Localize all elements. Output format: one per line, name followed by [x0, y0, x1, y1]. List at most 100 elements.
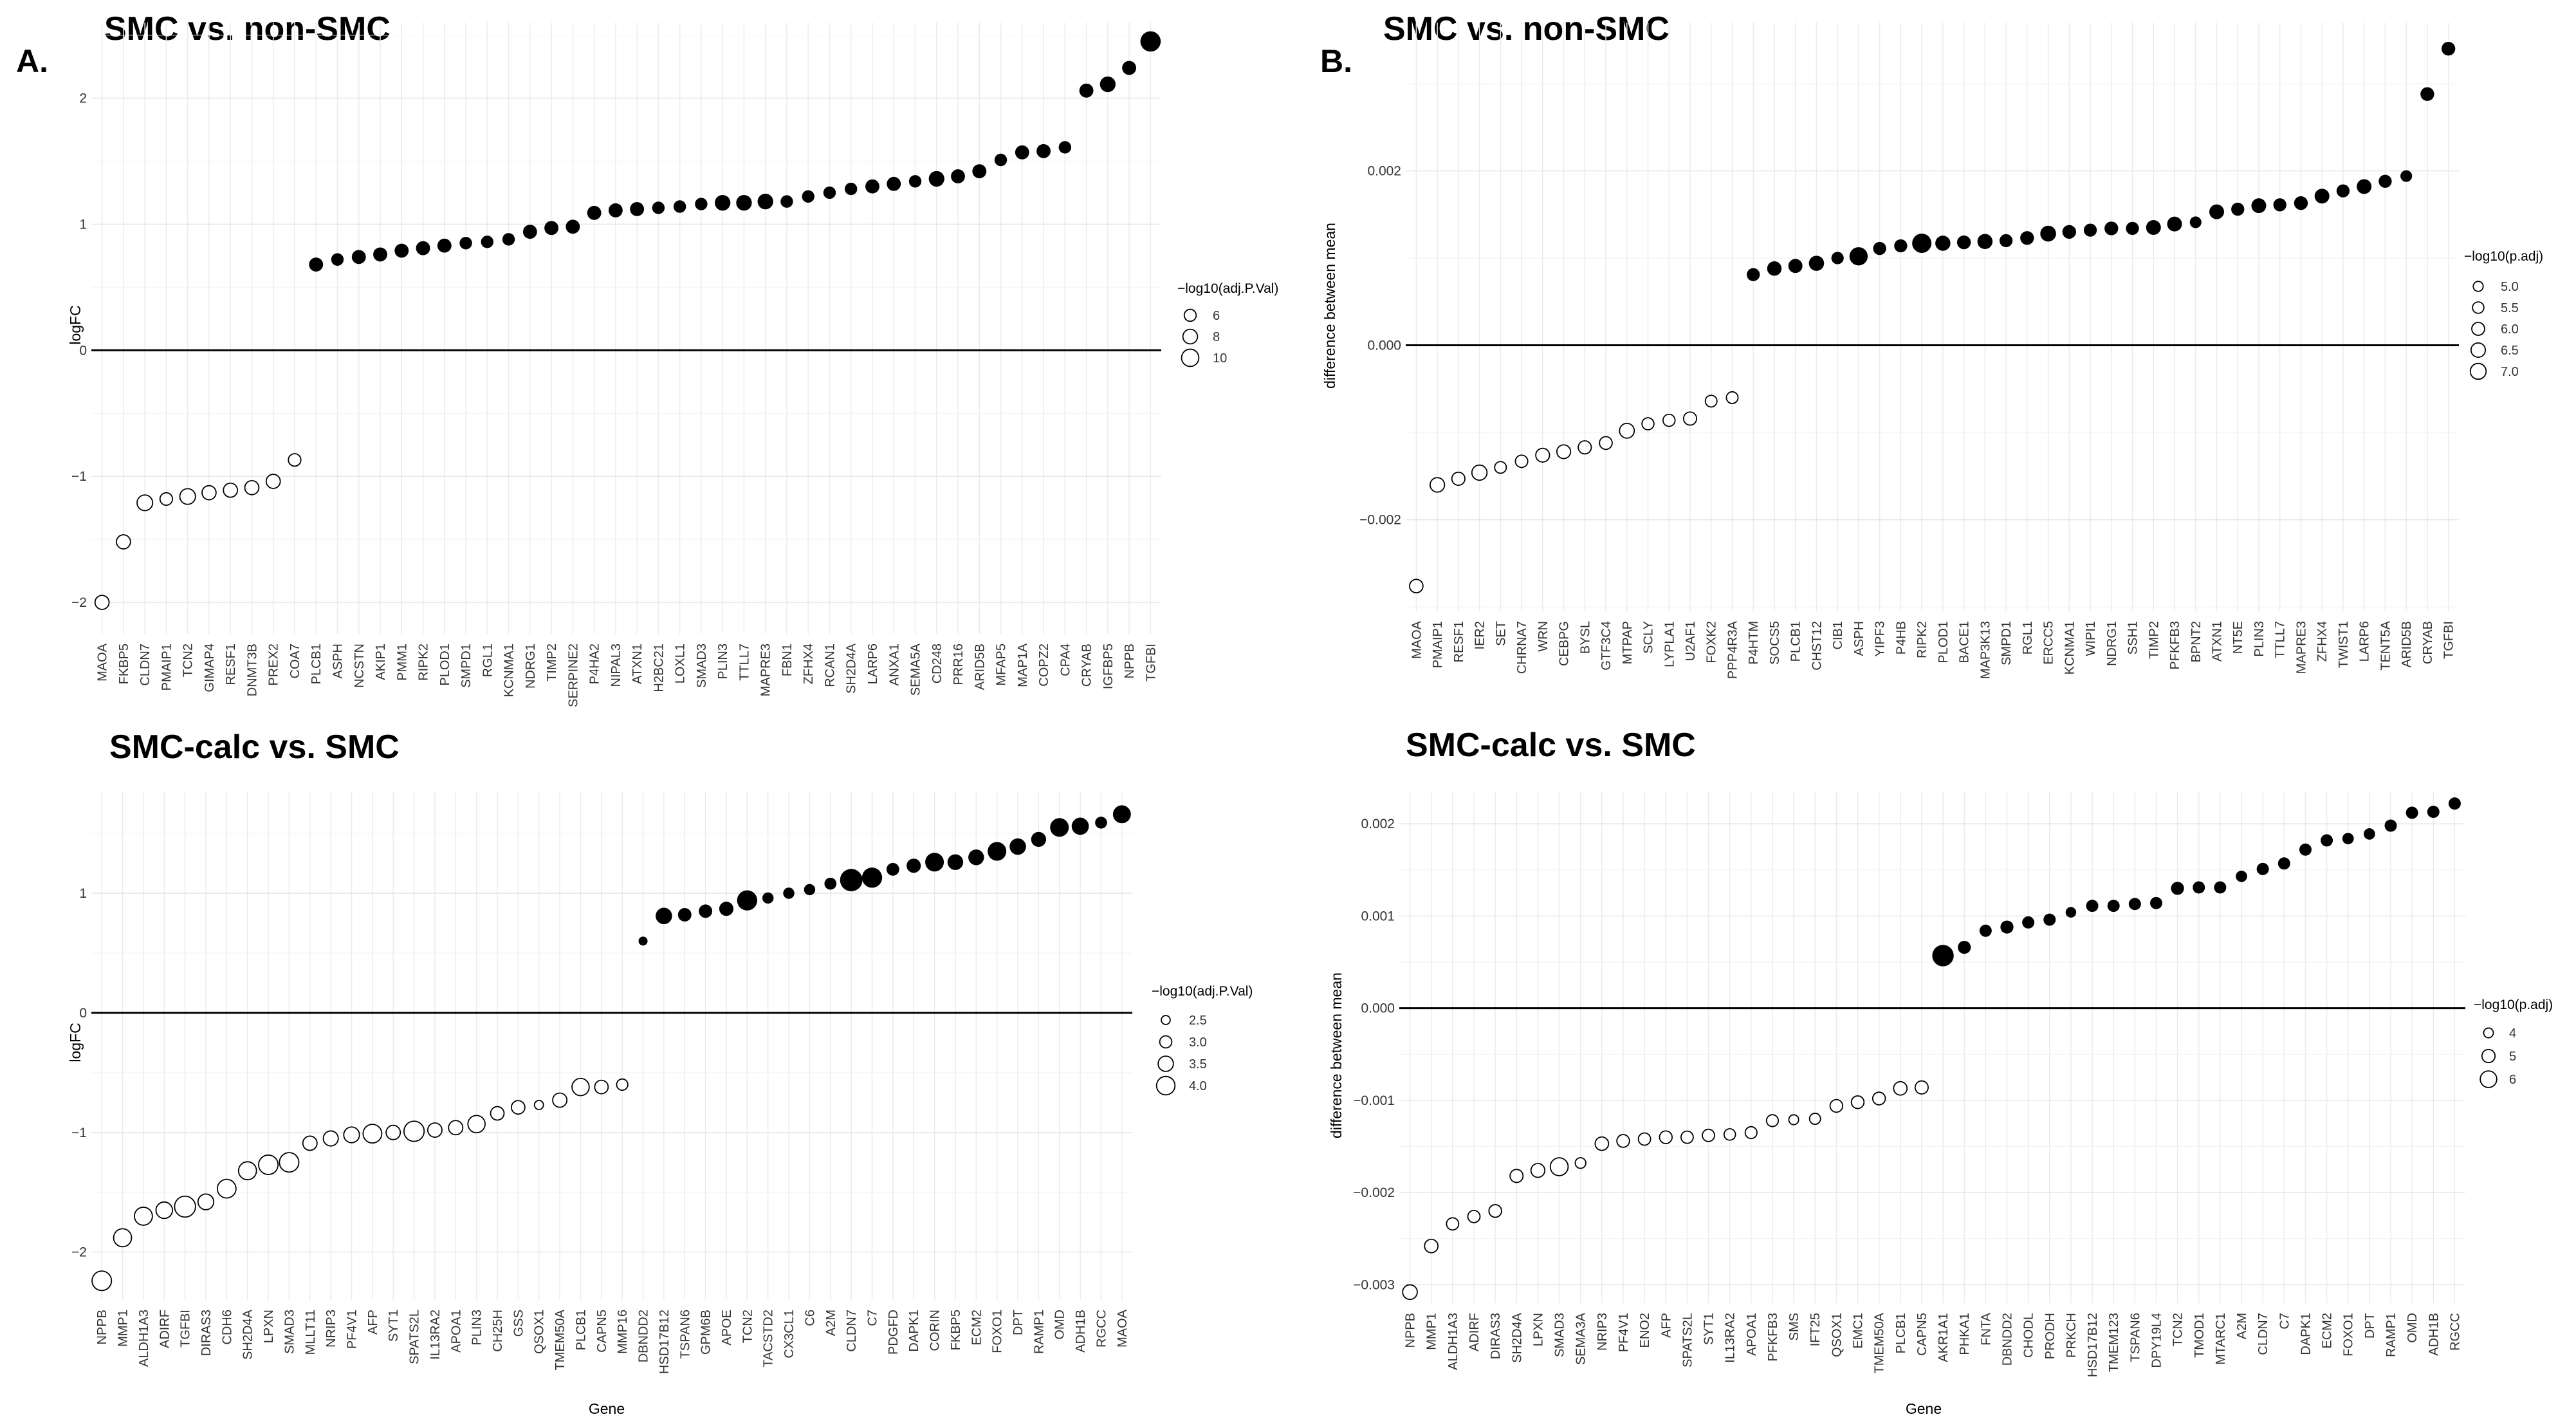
- y-tick-label: −0.002: [1353, 1185, 1395, 1200]
- data-point-cldn7: [840, 869, 863, 891]
- data-point-tmem50a: [552, 1092, 568, 1108]
- data-point-ndrg1: [2104, 221, 2119, 236]
- legend-key: [2472, 301, 2485, 314]
- legend-title-tl: −log10(adj.P.Val): [1177, 281, 1278, 296]
- data-point-dapk1: [906, 858, 921, 873]
- gene-label: APOA1: [449, 1310, 463, 1353]
- gene-label: MMP16: [616, 1310, 630, 1354]
- data-point-adirf: [155, 1201, 173, 1219]
- gene-label: APOE: [720, 1310, 734, 1346]
- gene-label: PREX2: [267, 644, 281, 686]
- gene-label: ASPH: [1852, 621, 1866, 656]
- data-point-sms: [1788, 1114, 1799, 1126]
- data-point-gpm6b: [699, 904, 713, 918]
- data-point-timp2: [2146, 220, 2161, 236]
- gene-label: LARP6: [2358, 621, 2372, 662]
- data-point-phka1: [1958, 940, 1971, 954]
- data-point-resf1: [223, 482, 239, 498]
- data-point-smad3: [279, 1152, 300, 1173]
- gene-label: ADIRF: [1467, 1313, 1482, 1351]
- data-point-fkbp5: [947, 854, 964, 870]
- gene-label: BPNT2: [2189, 621, 2203, 662]
- legend-key: [2479, 1070, 2498, 1088]
- x-axis-title-bl: Gene: [589, 1400, 625, 1417]
- legend-label: 6.5: [2501, 344, 2519, 358]
- gene-label: SEMA3A: [1574, 1312, 1588, 1365]
- y-axis-title-bl: logFC: [67, 1023, 84, 1062]
- data-point-nppb: [1402, 1284, 1418, 1301]
- gene-label: ATXN1: [630, 644, 645, 684]
- gene-label: PLOD1: [1937, 621, 1951, 663]
- y-tick-label: 1: [79, 217, 87, 232]
- gene-label: ECM2: [2321, 1313, 2335, 1349]
- data-point-pmaip1: [159, 492, 174, 506]
- data-point-loxl1: [673, 200, 686, 213]
- gene-label: NT5E: [2231, 621, 2245, 654]
- data-point-asph: [1849, 247, 1868, 266]
- data-point-pf4v1: [343, 1126, 360, 1144]
- data-point-tacstd2: [762, 892, 774, 904]
- gene-label: HSD17B12: [658, 1310, 672, 1374]
- gene-label: H2BC21: [652, 644, 666, 692]
- legend-label: 3.5: [1189, 1057, 1207, 1071]
- plot-area-tl: −2 −1 0 1 2 MAOA FKBP5 CLDN7 PMAIP1 TCN2 GIMAP4 RES…: [71, 23, 1161, 707]
- y-tick-label: −2: [71, 595, 87, 610]
- data-point-smad3: [1549, 1157, 1569, 1176]
- data-point-rgl1: [2020, 231, 2034, 245]
- data-point-ttll7: [2273, 198, 2286, 212]
- gene-label: YIPF3: [1873, 621, 1888, 657]
- data-point-coa7: [288, 453, 302, 467]
- gene-label: CH25H: [491, 1310, 505, 1352]
- gene-label: CLDN7: [138, 644, 152, 686]
- data-point-tcn2: [2171, 882, 2184, 895]
- gene-label: CORIN: [928, 1310, 943, 1351]
- gene-label: CHODL: [2022, 1313, 2036, 1358]
- data-point-dbndd2: [638, 936, 648, 946]
- data-point-sh2d4a: [845, 182, 858, 196]
- data-point-p4hb: [1894, 239, 1908, 253]
- gene-label: KCNMA1: [2063, 621, 2077, 674]
- gene-label: P4HA2: [588, 644, 602, 684]
- data-point-capn5: [1914, 1080, 1929, 1095]
- gene-label: DPY19L4: [2149, 1313, 2164, 1368]
- data-point-aldh1a3: [1446, 1217, 1460, 1231]
- data-point-foxo1: [988, 842, 1007, 861]
- gene-label: SMAD3: [695, 644, 709, 688]
- gene-label: PPP4R3A: [1725, 620, 1740, 679]
- data-point-tgfbi: [2441, 41, 2456, 56]
- gene-label: IGFBP5: [1101, 644, 1116, 689]
- gene-label: DBNDD2: [2000, 1313, 2014, 1366]
- legend-label: 5: [2509, 1050, 2516, 1064]
- data-point-nt5e: [2231, 202, 2245, 216]
- data-point-nipal3: [608, 203, 623, 218]
- gene-label: QSOX1: [533, 1310, 547, 1354]
- gene-label: LPXN: [262, 1310, 276, 1343]
- gene-label: GPM6B: [699, 1310, 713, 1355]
- gene-label: TGFBI: [1144, 644, 1158, 682]
- data-point-arid5b: [972, 164, 987, 179]
- data-point-lypla1: [1662, 413, 1676, 427]
- data-point-dbndd2: [2000, 920, 2014, 934]
- legend-br: 4 5 6: [2479, 1026, 2516, 1088]
- data-point-maoa: [1409, 579, 1424, 594]
- data-point-p4ha2: [587, 205, 602, 220]
- gene-label: OMD: [1053, 1310, 1067, 1340]
- gene-label: TGFBI: [179, 1310, 193, 1348]
- data-point-foxo1: [2342, 833, 2354, 844]
- data-point-ppp4r3a: [1725, 391, 1739, 404]
- data-point-bpnt2: [2189, 216, 2202, 228]
- legend-label: 8: [1213, 330, 1220, 344]
- gene-label: TCN2: [181, 644, 196, 677]
- gene-label: RAMP1: [2384, 1313, 2398, 1357]
- data-point-nrip3: [322, 1130, 339, 1147]
- gene-label: SMAD3: [282, 1310, 297, 1354]
- data-point-tcn2: [179, 488, 196, 505]
- data-point-prodh: [2043, 913, 2056, 926]
- data-point-fkbp5: [116, 534, 131, 550]
- data-point-prkch: [2065, 907, 2077, 918]
- gene-label: LOXL1: [674, 644, 688, 683]
- gene-label: SEMA5A: [909, 643, 923, 696]
- data-point-mtpap: [1619, 423, 1635, 439]
- panel-title-br: SMC-calc vs. SMC: [1406, 727, 1696, 764]
- gene-label: TWIST1: [2337, 621, 2351, 668]
